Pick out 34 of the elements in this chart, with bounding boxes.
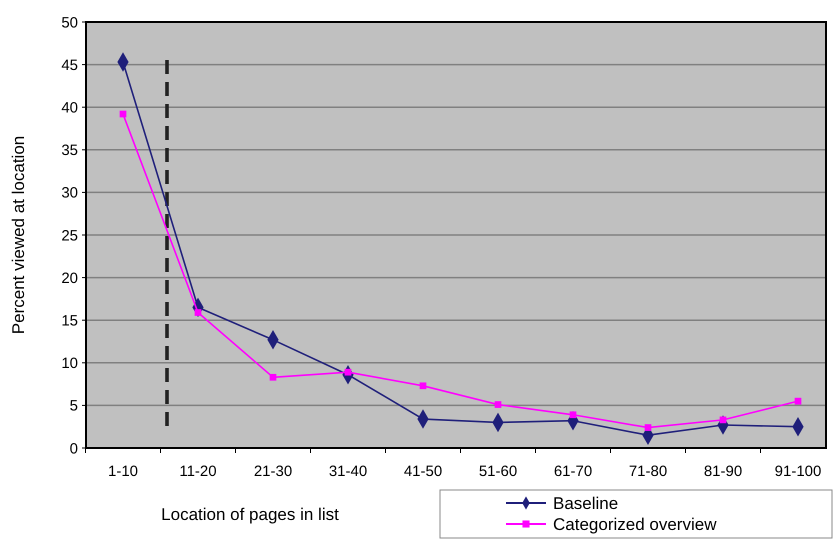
point xyxy=(270,374,276,381)
x-tick-label: 41-50 xyxy=(404,463,442,480)
legend-label: Categorized overview xyxy=(553,514,718,534)
point xyxy=(494,401,502,408)
x-tick-label: 91-100 xyxy=(774,463,822,480)
legend-label: Baseline xyxy=(553,494,618,513)
y-tick-label: 40 xyxy=(61,99,78,116)
x-tick-label: 21-30 xyxy=(254,463,292,480)
point xyxy=(194,309,202,316)
y-tick-label: 10 xyxy=(61,355,78,372)
x-axis-title: Location of pages in list xyxy=(161,505,340,524)
y-tick-label: 20 xyxy=(61,270,78,287)
x-tick-label: 61-70 xyxy=(554,463,592,480)
point xyxy=(120,110,126,118)
y-tick-label: 15 xyxy=(61,312,78,330)
x-tick-label: 51-60 xyxy=(478,463,518,480)
point xyxy=(420,382,426,390)
y-tick-label: 50 xyxy=(61,14,78,32)
y-tick-label: 35 xyxy=(61,142,78,160)
point xyxy=(570,411,576,418)
x-tick-label: 1-10 xyxy=(108,463,138,480)
y-tick-label: 25 xyxy=(61,227,78,244)
x-tick-label: 71-80 xyxy=(628,463,668,480)
y-tick-label: 30 xyxy=(61,184,78,202)
y-axis-title: Percent viewed at location xyxy=(9,136,28,334)
y-tick-label: 5 xyxy=(70,398,78,415)
x-tick-label: 31-40 xyxy=(328,463,368,480)
point xyxy=(794,398,802,404)
y-tick-label: 45 xyxy=(61,56,78,74)
y-tick-label: 0 xyxy=(70,440,78,458)
point xyxy=(644,424,652,431)
x-tick-label: 81-90 xyxy=(704,463,742,480)
x-tick-label: 11-20 xyxy=(179,463,217,480)
point xyxy=(720,416,726,424)
